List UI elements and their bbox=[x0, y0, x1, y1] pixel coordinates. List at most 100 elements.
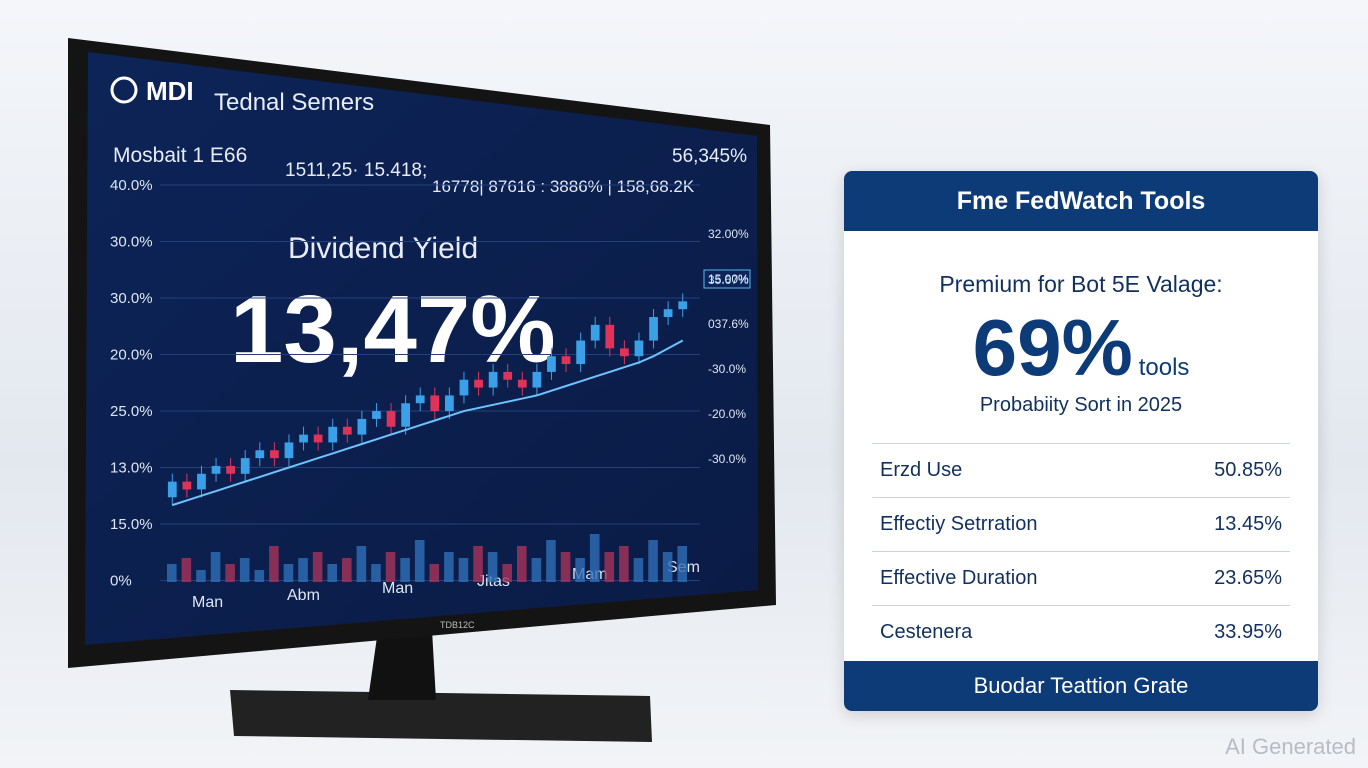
candle bbox=[576, 340, 585, 365]
row-label: Effectiy Setrration bbox=[880, 513, 1038, 535]
volume-bar bbox=[181, 558, 192, 582]
candle bbox=[386, 411, 396, 427]
y-tick-label: 13.0% bbox=[110, 460, 153, 477]
candle bbox=[663, 309, 673, 318]
stand-base bbox=[230, 690, 652, 742]
y2-tick-label: 037.6% bbox=[708, 317, 749, 331]
candle bbox=[299, 434, 308, 443]
candle bbox=[211, 465, 221, 474]
candle bbox=[620, 348, 629, 357]
x-tick-label: Man bbox=[382, 580, 413, 597]
watermark: AI Generated bbox=[1225, 734, 1356, 759]
row: Erzd Use 50.85% bbox=[872, 444, 1290, 498]
volume-bar bbox=[356, 546, 367, 582]
volume-bar bbox=[225, 564, 235, 582]
trend-line bbox=[171, 339, 684, 507]
row-value: 33.95% bbox=[1214, 621, 1282, 643]
row-label: Cestenera bbox=[880, 621, 973, 643]
row-label: Effective Duration bbox=[880, 567, 1038, 589]
candle bbox=[634, 340, 644, 357]
candle bbox=[590, 324, 600, 341]
y2-tick-label: -30.0% bbox=[708, 362, 746, 376]
ticker-right: 56,345% bbox=[672, 146, 747, 167]
row-value: 13.45% bbox=[1214, 513, 1282, 535]
candle bbox=[503, 371, 513, 380]
candle bbox=[342, 426, 352, 435]
candle bbox=[547, 356, 556, 372]
candle bbox=[415, 395, 425, 404]
volume-bar bbox=[589, 534, 600, 582]
candle bbox=[532, 371, 542, 388]
volume-bar bbox=[662, 552, 673, 582]
volume-bar bbox=[385, 552, 396, 582]
volume-bar bbox=[210, 552, 221, 582]
volume-bar bbox=[400, 558, 410, 582]
x-tick-label: Man bbox=[192, 594, 223, 611]
volume-bar bbox=[312, 552, 323, 582]
candle bbox=[313, 434, 323, 443]
candle bbox=[474, 379, 483, 388]
y-tick-label: 40.0% bbox=[110, 177, 153, 194]
volume-bar bbox=[648, 540, 658, 582]
candle bbox=[430, 395, 440, 412]
candle bbox=[226, 465, 235, 474]
candle bbox=[240, 458, 250, 474]
rows: Erzd Use 50.85% Effectiy Setrration 13.45% E… bbox=[872, 443, 1290, 659]
panel-title: Fme FedWatch Tools bbox=[844, 171, 1318, 231]
x-tick-label: Abm bbox=[287, 587, 320, 604]
volume-bar bbox=[575, 558, 585, 582]
row: Effective Duration 23.65% bbox=[872, 552, 1290, 606]
y-tick-label: 20.0% bbox=[110, 347, 153, 364]
model: TDB12C bbox=[440, 620, 475, 630]
volume-bar bbox=[546, 540, 556, 582]
panel-footer: Buodar Teattion Grate bbox=[844, 661, 1318, 711]
candle bbox=[270, 450, 279, 459]
badge-text: 35.67% bbox=[708, 273, 749, 287]
y-tick-label: 25.0% bbox=[110, 403, 153, 420]
volume-bar bbox=[414, 540, 425, 582]
candle bbox=[182, 481, 192, 490]
logo-icon bbox=[110, 76, 138, 104]
ticker: 16778| 87616 : 3886% | 158,68.2K bbox=[432, 177, 695, 196]
row: Cestenera 33.95% bbox=[872, 606, 1290, 659]
candle bbox=[372, 411, 381, 419]
candle bbox=[167, 481, 177, 498]
y2-tick-label: -30.0% bbox=[708, 452, 746, 466]
big-value: 69% bbox=[972, 303, 1133, 392]
volume-bar bbox=[444, 552, 454, 582]
y2-tick-label: -20.0% bbox=[708, 407, 746, 421]
stand-neck bbox=[368, 630, 436, 700]
row: Effectiy Setrration 13.45% bbox=[872, 498, 1290, 552]
badge bbox=[703, 269, 751, 289]
logo: MDI bbox=[146, 76, 194, 106]
y2-tick-label: 32.00% bbox=[708, 227, 749, 241]
volume-bar bbox=[429, 564, 440, 582]
ticker: Mosbait 1 E66 bbox=[113, 144, 247, 167]
candle bbox=[197, 473, 206, 490]
candle bbox=[459, 379, 469, 396]
y2-tick-label: 15.00% bbox=[708, 272, 749, 286]
panel-big: 69% tools bbox=[844, 302, 1318, 392]
volume-bar bbox=[604, 552, 615, 582]
big-suffix: tools bbox=[1138, 354, 1190, 381]
brand: Tednal Semers bbox=[214, 89, 374, 116]
volume-bar bbox=[254, 570, 265, 582]
row-label: Erzd Use bbox=[880, 459, 963, 481]
volume-bar bbox=[196, 570, 206, 582]
candle bbox=[649, 317, 658, 341]
volume-bar bbox=[619, 546, 629, 582]
y-tick-label: 30.0% bbox=[110, 290, 153, 307]
volume-bar bbox=[239, 558, 250, 582]
volume-bar bbox=[517, 546, 527, 582]
candle bbox=[255, 450, 265, 459]
y-tick-label: 30.0% bbox=[110, 234, 153, 251]
candle bbox=[678, 301, 688, 310]
volume-bar bbox=[473, 546, 483, 582]
ticker: 1511,25· 15.418; bbox=[285, 160, 427, 181]
y-tick-label: 15.0% bbox=[110, 516, 153, 533]
screen bbox=[85, 52, 758, 645]
candle bbox=[445, 395, 454, 412]
candle bbox=[605, 324, 615, 349]
